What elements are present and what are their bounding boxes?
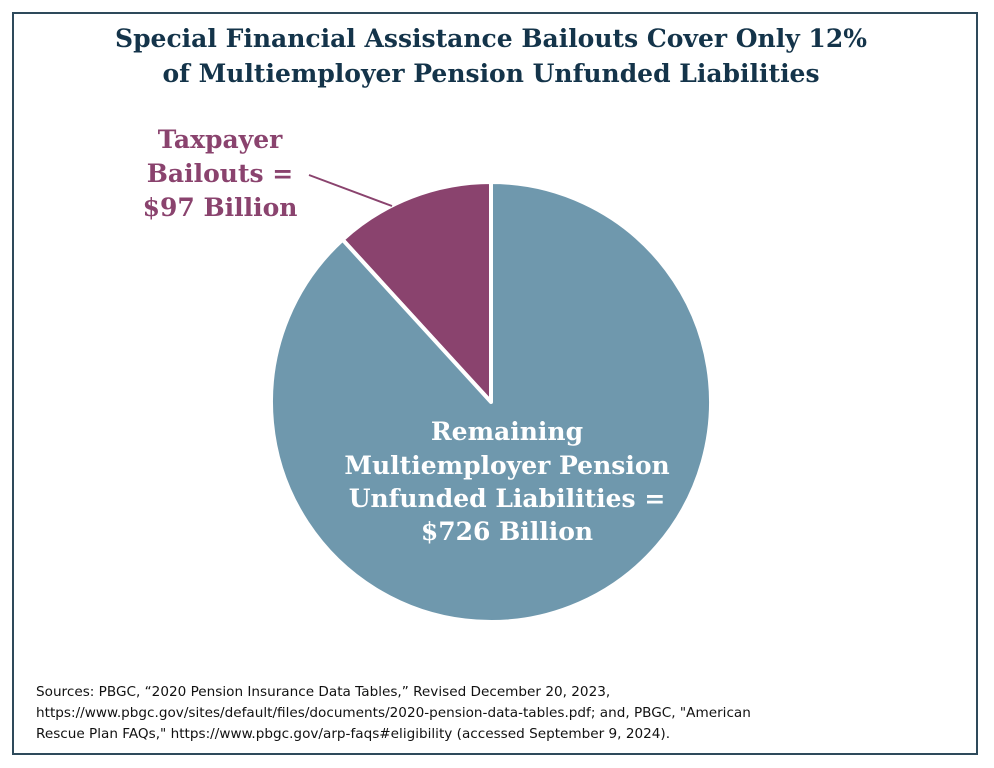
chart-frame	[12, 12, 978, 755]
slice-label-remaining: $726 Billion	[421, 517, 593, 546]
leader-line	[308, 174, 393, 207]
chart-title-line-1: Special Financial Assistance Bailouts Co…	[115, 24, 867, 53]
sources-note: Sources: PBGC, “2020 Pension Insurance D…	[36, 682, 966, 745]
slice-label-taxpayer: Taxpayer	[158, 125, 283, 154]
slice-label-taxpayer: $97 Billion	[143, 193, 298, 222]
slice-label-remaining: Remaining	[431, 417, 583, 446]
slice-label-taxpayer: Bailouts =	[147, 159, 293, 188]
pie-slice-taxpayer-bailouts	[340, 180, 493, 404]
slice-label-remaining: Unfunded Liabilities =	[349, 484, 666, 513]
sources-line: Sources: PBGC, “2020 Pension Insurance D…	[36, 684, 611, 700]
chart-title-line-2: of Multiemployer Pension Unfunded Liabil…	[162, 59, 819, 88]
sources-line: Rescue Plan FAQs," https://www.pbgc.gov/…	[36, 726, 671, 742]
slice-label-remaining: Multiemployer Pension	[344, 451, 669, 480]
pie-slice-remaining-liabilities	[269, 180, 713, 624]
sources-line: https://www.pbgc.gov/sites/default/files…	[36, 705, 751, 721]
